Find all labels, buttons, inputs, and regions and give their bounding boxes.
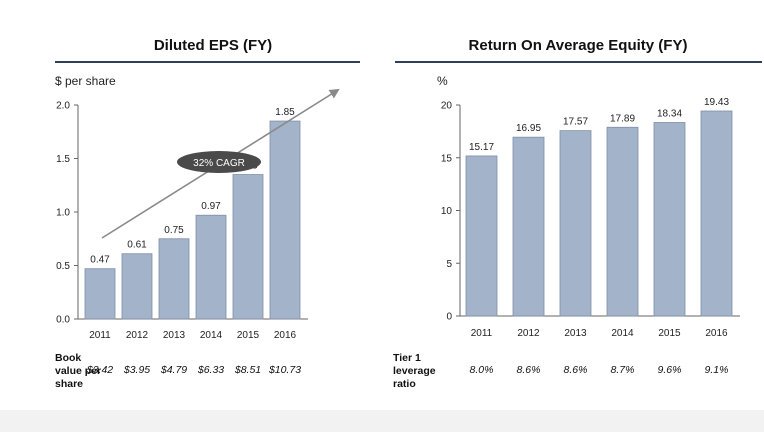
chart1-value-label: 0.97 xyxy=(201,201,221,212)
chart-canvas: Diluted EPS (FY) $ per share 0.0 0.5 1.0 1.5 2… xyxy=(0,0,764,410)
chart2-footer-value: 8.6% xyxy=(517,364,541,376)
chart2-y-tick-label: 5 xyxy=(446,259,452,270)
chart2-footer-label: leverage xyxy=(393,365,436,377)
chart1-y-unit-label: $ per share xyxy=(55,74,116,88)
chart2-bar-2011 xyxy=(465,155,498,317)
chart1-bar-2012 xyxy=(121,253,153,320)
chart2-category-label: 2011 xyxy=(471,328,493,339)
chart2-bar-2012 xyxy=(512,136,545,317)
cagr-annotation-badge xyxy=(177,151,261,173)
chart2-footer-value: 8.6% xyxy=(564,364,588,376)
chart2-bar-2013 xyxy=(559,130,592,317)
chart2-category-label: 2016 xyxy=(705,328,728,339)
chart1-bar-2015 xyxy=(232,174,264,320)
chart2-bar-2014 xyxy=(606,126,639,317)
chart1-value-label: 0.47 xyxy=(90,255,110,266)
chart2-footer-label: ratio xyxy=(393,378,416,390)
cagr-annotation-label: 32% CAGR xyxy=(193,158,245,169)
chart2-y-unit-label: % xyxy=(437,74,448,88)
chart2-footer-value: 8.7% xyxy=(611,364,635,376)
chart1-footer-value: $10.73 xyxy=(268,364,301,376)
chart2-category-label: 2012 xyxy=(517,328,540,339)
chart2-footer-value: 8.0% xyxy=(470,364,494,376)
chart1-value-label: 0.61 xyxy=(127,240,147,251)
chart1-footer-value: $3.42 xyxy=(86,364,113,376)
chart1-y-tick-label: 0.5 xyxy=(56,261,70,272)
chart1-footer-value: $3.95 xyxy=(123,364,150,376)
chart1-value-label: 0.75 xyxy=(164,225,184,236)
chart2-footer-value: 9.6% xyxy=(658,364,682,376)
chart2-value-label: 16.95 xyxy=(516,123,541,134)
chart1-footer-label: Book xyxy=(55,352,81,364)
chart2-value-label: 15.17 xyxy=(469,142,494,153)
chart1-category-label: 2016 xyxy=(274,330,297,341)
chart-svg: Diluted EPS (FY) $ per share 0.0 0.5 1.0 1.5 2… xyxy=(55,37,762,390)
chart1-category-label: 2014 xyxy=(200,330,223,341)
chart2-y-tick-label: 15 xyxy=(441,153,453,164)
chart2-value-label: 19.43 xyxy=(704,97,729,108)
chart1-y-tick-label: 0.0 xyxy=(56,315,70,326)
chart2-value-label: 17.57 xyxy=(563,117,588,128)
chart2-category-label: 2014 xyxy=(611,328,634,339)
chart2-category-label: 2013 xyxy=(564,328,587,339)
chart1-y-tick-label: 1.5 xyxy=(56,154,70,165)
chart2-value-label: 18.34 xyxy=(657,109,682,120)
chart1-footer-label: share xyxy=(55,378,83,390)
chart2-title: Return On Average Equity (FY) xyxy=(469,37,688,54)
chart1-footer-value: $6.33 xyxy=(197,364,224,376)
chart2-y-tick-label: 20 xyxy=(441,101,453,112)
chart2-category-label: 2015 xyxy=(658,328,681,339)
chart1-bar-2011 xyxy=(84,268,116,320)
chart1-title: Diluted EPS (FY) xyxy=(154,37,272,54)
chart2-footer-label: Tier 1 xyxy=(393,352,421,364)
chart1-category-label: 2012 xyxy=(126,330,149,341)
chart2-y-tick-label: 10 xyxy=(441,206,453,217)
chart1-footer-value: $8.51 xyxy=(234,364,261,376)
chart2-bar-2016 xyxy=(700,110,733,317)
chart1-value-label: 1.85 xyxy=(275,107,295,118)
chart1-bar-2016 xyxy=(269,120,301,320)
chart1-category-label: 2011 xyxy=(89,330,111,341)
chart1-footer-value: $4.79 xyxy=(160,364,187,376)
chart1-category-label: 2015 xyxy=(237,330,260,341)
chart2-y-tick-label: 0 xyxy=(446,312,452,323)
chart1-bar-2013 xyxy=(158,238,190,320)
chart1-category-label: 2013 xyxy=(163,330,186,341)
chart2-bar-2015 xyxy=(653,122,686,317)
chart2-value-label: 17.89 xyxy=(610,113,635,124)
chart2-footer-value: 9.1% xyxy=(705,364,729,376)
chart1-y-tick-label: 2.0 xyxy=(56,101,70,112)
chart1-footer-label: value per xyxy=(55,365,101,377)
chart1-bar-2014 xyxy=(195,214,227,320)
chart1-y-tick-label: 1.0 xyxy=(56,208,70,219)
